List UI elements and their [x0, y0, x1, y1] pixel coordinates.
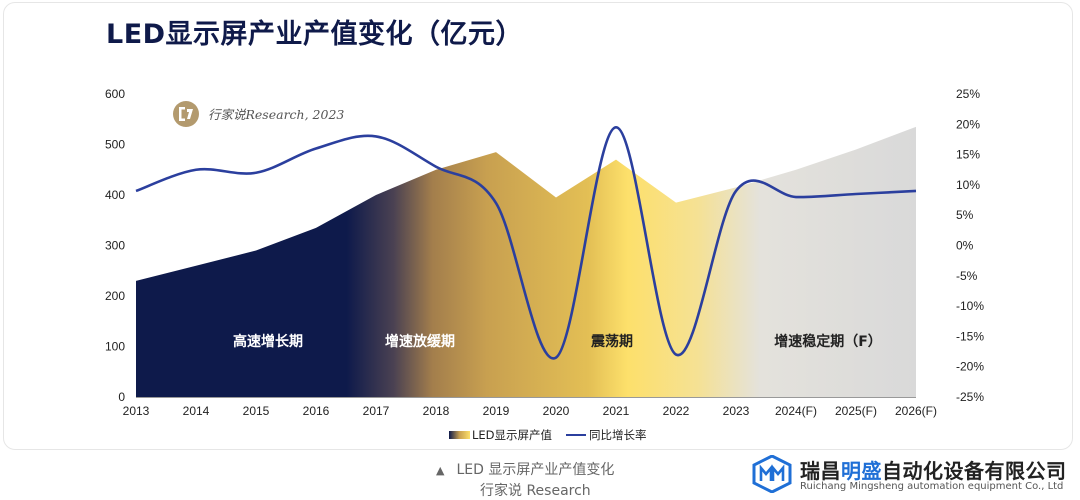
watermark: 行家说Research, 2023	[173, 101, 344, 127]
x-tick-label: 2026(F)	[895, 404, 937, 418]
area-layer	[136, 126, 916, 397]
x-tick-label: 2016	[303, 404, 330, 418]
y-right-tick-label: 20%	[956, 117, 980, 131]
watermark-text: 行家说Research, 2023	[208, 107, 344, 122]
x-ticks: 2013 2014 2015 2016 2017 2018 2019 2020 2021 2022…	[123, 404, 937, 418]
y-right-tick-label: 10%	[956, 178, 980, 192]
x-tick-label: 2019	[483, 404, 510, 418]
y-right-tick-label: -20%	[956, 360, 984, 374]
x-tick-label: 2024(F)	[775, 404, 817, 418]
x-tick-label: 2025(F)	[835, 404, 877, 418]
x-tick-label: 2021	[603, 404, 630, 418]
company-name-suffix: 自动化设备有限公司	[882, 459, 1067, 483]
x-tick-label: 2015	[243, 404, 270, 418]
legend-label-area: LED显示屏产值	[472, 428, 553, 442]
y-right-tick-label: 25%	[956, 87, 980, 101]
x-tick-label: 2013	[123, 404, 150, 418]
x-tick-label: 2020	[543, 404, 570, 418]
mm-hexagon-logo-icon	[752, 455, 792, 493]
area-series-output-value	[136, 126, 916, 397]
legend-label-line: 同比增长率	[589, 428, 647, 442]
x-tick-label: 2018	[423, 404, 450, 418]
company-logo: 瑞昌明盛自动化设备有限公司 Ruichang Mingsheng automat…	[752, 452, 1078, 496]
x-tick-label: 2022	[663, 404, 690, 418]
legend: LED显示屏产值 同比增长率	[449, 428, 647, 442]
phase-label-oscillation: 震荡期	[590, 333, 633, 350]
company-name-en: Ruichang Mingsheng automation equipment …	[800, 481, 1064, 492]
y-right-tick-label: 15%	[956, 148, 980, 162]
y-right-tick-label: 0%	[956, 239, 974, 253]
legend-swatch-area	[449, 431, 470, 439]
company-name-prefix: 瑞昌	[800, 459, 841, 483]
chart-svg: 0 100 200 300 400 500 600 25% 20% 15% 10% 5% 0% -5% -…	[105, 87, 984, 442]
y-left-tick-label: 500	[105, 138, 125, 152]
y-left-tick-label: 100	[105, 340, 125, 354]
company-name-cn: 瑞昌明盛自动化设备有限公司	[800, 455, 1067, 484]
quote-badge-icon	[173, 101, 199, 127]
y-right-tick-label: -25%	[956, 390, 984, 404]
caption-line-2: 行家说 Research	[480, 483, 591, 499]
y-left-tick-label: 200	[105, 289, 125, 303]
y-left-tick-label: 600	[105, 87, 125, 101]
phase-label-stable-forecast: 增速稳定期（F）	[774, 333, 882, 350]
line-layer	[135, 126, 917, 360]
caption-line-1: LED 显示屏产业产值变化	[456, 462, 615, 478]
y-left-tick-label: 0	[118, 390, 125, 404]
y-right-tick-label: 5%	[956, 208, 974, 222]
x-tick-label: 2017	[363, 404, 390, 418]
figure-caption: ▲ LED 显示屏产业产值变化	[436, 462, 614, 479]
x-tick-label: 2014	[183, 404, 210, 418]
y-right-tick-label: -5%	[956, 269, 978, 283]
y-right-tick-label: -15%	[956, 329, 984, 343]
triangle-up-icon: ▲	[436, 464, 445, 477]
x-tick-label: 2023	[723, 404, 750, 418]
chart-title: LED显示屏产业产值变化（亿元）	[106, 19, 524, 50]
y-left-ticks: 0 100 200 300 400 500 600	[105, 87, 125, 404]
y-right-ticks: 25% 20% 15% 10% 5% 0% -5% -10% -15% -20% -25%	[956, 87, 984, 404]
phase-label-slowdown: 增速放缓期	[385, 333, 455, 350]
line-series-yoy-growth	[135, 126, 917, 360]
y-left-tick-label: 400	[105, 188, 125, 202]
y-right-tick-label: -10%	[956, 299, 984, 313]
phase-label-high-growth: 高速增长期	[233, 333, 303, 350]
y-left-tick-label: 300	[105, 239, 125, 253]
company-name-accent: 明盛	[841, 459, 882, 483]
